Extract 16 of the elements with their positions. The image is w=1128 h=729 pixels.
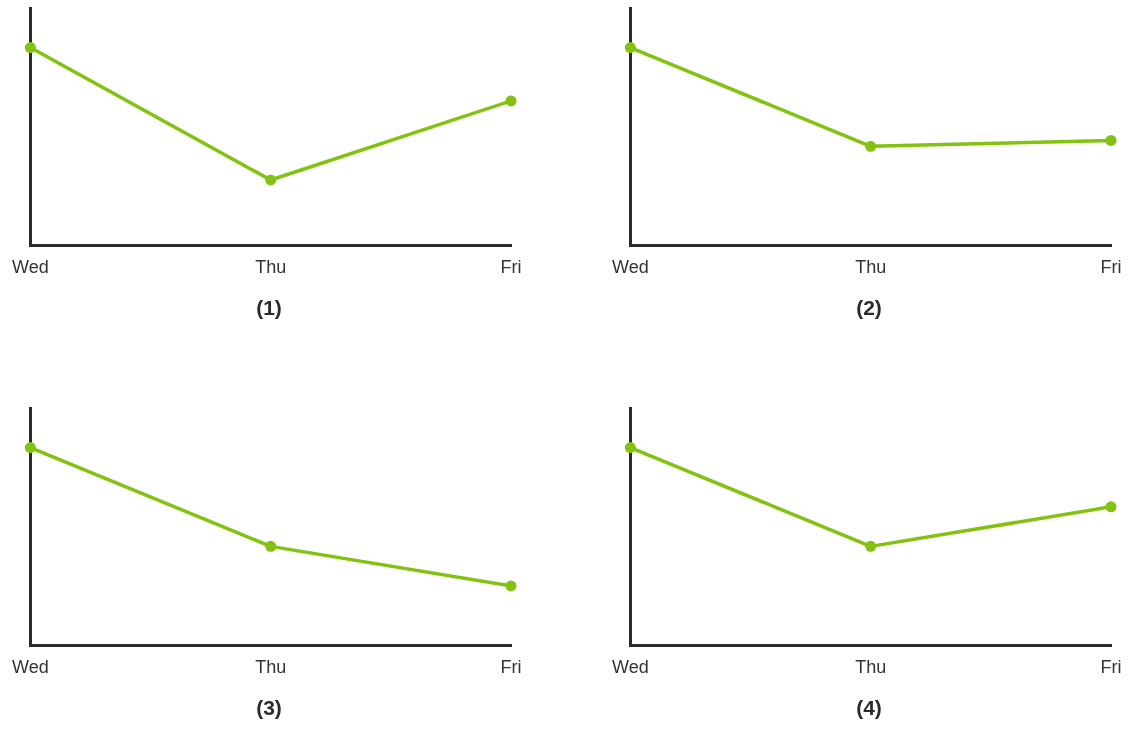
- x-tick-label: Fri: [500, 256, 522, 277]
- text: (1): [256, 296, 282, 320]
- x-tick-label: Fri: [1100, 256, 1122, 277]
- x-tick-label: Fri: [500, 656, 522, 677]
- x-tick-label: Wed: [612, 256, 649, 277]
- x-tick-label: Wed: [612, 656, 649, 677]
- x-tick-label: Fri: [1100, 656, 1122, 677]
- x-tick-label: Wed: [12, 656, 49, 677]
- text: (4): [856, 696, 882, 720]
- x-tick-label: Thu: [855, 656, 887, 677]
- text: (2): [856, 296, 882, 320]
- x-tick-label: Thu: [255, 656, 287, 677]
- x-tick-label: Wed: [12, 256, 49, 277]
- text: (3): [256, 696, 282, 720]
- x-tick-label: Thu: [855, 256, 887, 277]
- x-tick-label: Thu: [255, 256, 287, 277]
